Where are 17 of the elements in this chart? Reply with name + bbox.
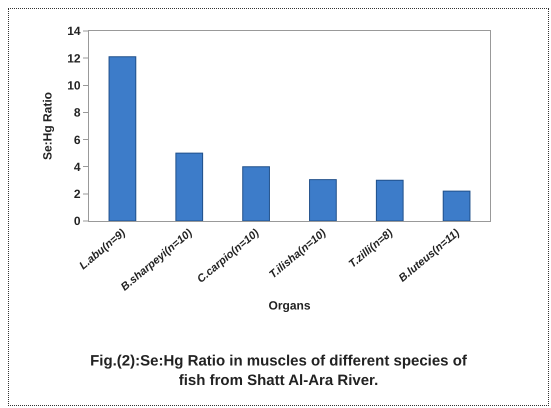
x-axis-title: Organs — [268, 298, 311, 312]
y-tick-label: 0 — [74, 214, 81, 228]
bar — [175, 152, 204, 221]
y-tick-label: 6 — [74, 132, 81, 147]
bar — [108, 56, 136, 221]
y-tick-label: 10 — [67, 78, 81, 92]
bar — [376, 180, 404, 221]
y-tick-label: 4 — [74, 160, 81, 174]
bar — [309, 179, 337, 221]
y-tick-label: 12 — [67, 51, 81, 66]
y-tick-label: 2 — [74, 187, 81, 202]
y-tick-label: 14 — [67, 24, 81, 38]
bar — [442, 190, 470, 221]
text: Fig.(2):Se:Hg Ratio in muscles of different species of fish from Shatt Al-Ara River. — [90, 352, 468, 389]
bar — [242, 166, 270, 221]
y-axis-title: Se:Hg Ratio — [40, 92, 55, 160]
y-tick-label: 8 — [74, 106, 81, 120]
